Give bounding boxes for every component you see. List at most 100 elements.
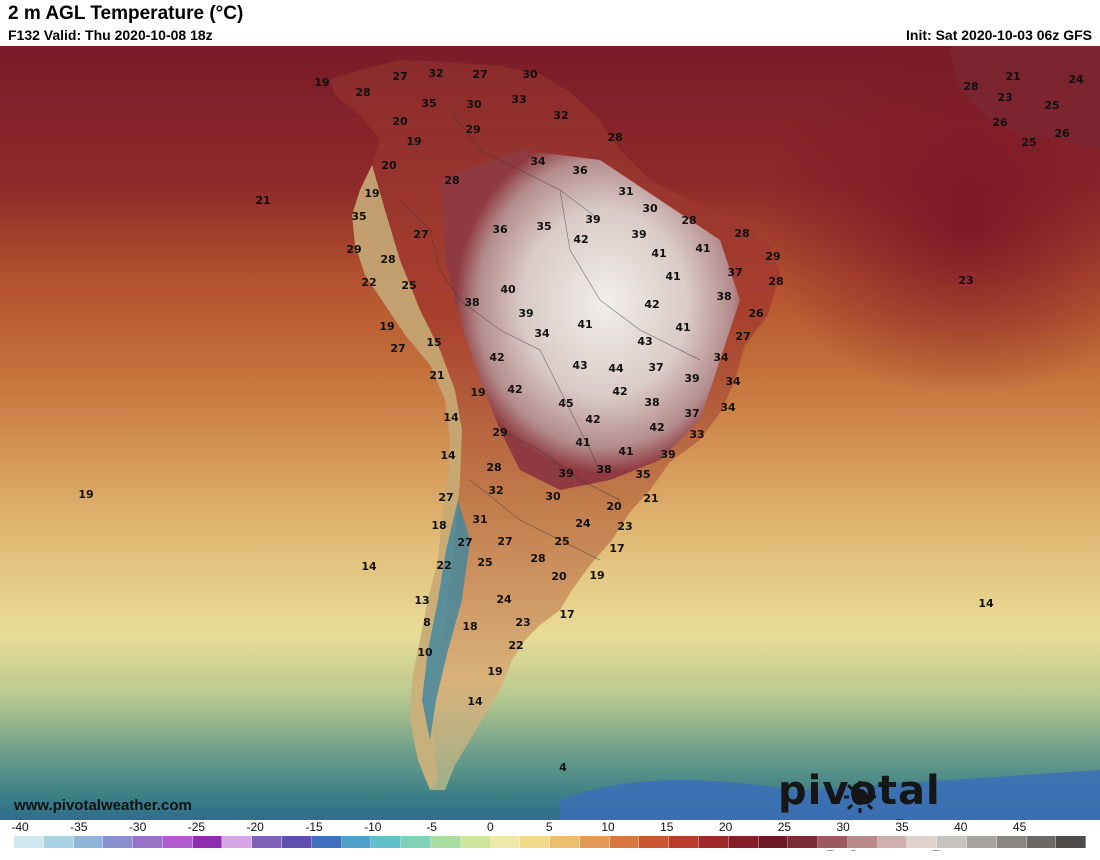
colorbar-swatch	[430, 836, 461, 848]
colorbar-swatch	[222, 836, 253, 848]
colorbar-tick-label: -35	[70, 820, 88, 834]
temperature-label: 23	[617, 520, 632, 533]
temperature-label: 25	[1044, 99, 1059, 112]
colorbar-swatch	[490, 836, 521, 848]
sun-logo-icon	[844, 781, 876, 813]
temperature-label: 25	[554, 535, 569, 548]
temperature-label: 28	[530, 552, 545, 565]
temperature-label: 30	[642, 202, 658, 215]
temperature-label: 37	[648, 361, 663, 374]
temperature-label: 24	[496, 593, 512, 606]
temperature-label: 18	[431, 519, 446, 532]
colorbar: -40 -35 -30 -25 -20 -15 -10 -5 0 5 10 15 20 25 30 35 40 4…	[0, 820, 1100, 850]
temperature-label: 28	[486, 461, 501, 474]
colorbar-swatch	[311, 836, 342, 848]
colorbar-swatch	[341, 836, 372, 848]
temperature-label: 39	[631, 228, 646, 241]
temperature-label: 34	[725, 375, 741, 388]
temperature-label: 30	[545, 490, 561, 503]
temperature-label: 33	[511, 93, 526, 106]
temperature-label: 27	[472, 68, 487, 81]
temperature-label: 38	[596, 463, 611, 476]
temperature-label: 25	[1021, 136, 1036, 149]
colorbar-swatch	[788, 836, 819, 848]
temperature-label: 31	[472, 513, 487, 526]
country-borders	[399, 109, 701, 561]
colorbar-swatch	[401, 836, 431, 848]
temperature-label: 27	[392, 70, 407, 83]
temperature-label: 10	[417, 646, 433, 659]
temperature-label: 44	[608, 362, 624, 375]
temperature-label: 41	[695, 242, 710, 255]
temperature-label: 21	[255, 194, 270, 207]
temperature-label: 38	[716, 290, 731, 303]
temperature-label: 41	[665, 270, 680, 283]
temperature-label: 34	[530, 155, 546, 168]
colorbar-swatch	[371, 836, 402, 848]
temperature-label: 26	[992, 116, 1008, 129]
colorbar-tick-label: -30	[128, 820, 147, 834]
temperature-label: 42	[507, 383, 522, 396]
temperature-label: 35	[351, 210, 366, 223]
hot-interior	[440, 150, 740, 490]
temperature-label: 18	[462, 620, 477, 633]
colorbar-swatch	[252, 836, 283, 848]
temperature-label: 25	[477, 556, 492, 569]
colorbar-swatch	[579, 836, 610, 848]
temperature-label: 14	[978, 597, 994, 610]
temperature-label: 35	[421, 97, 436, 110]
temperature-label: 8	[423, 616, 431, 629]
colorbar-tick-label: -25	[187, 820, 206, 834]
init-time: Init: Sat 2020-10-03 06z GFS	[906, 27, 1092, 43]
colorbar-tick-label: 15	[660, 820, 674, 834]
colorbar-tick-label: -10	[364, 820, 382, 834]
colorbar-swatch	[609, 836, 640, 848]
colorbar-tick-label: -20	[246, 820, 264, 834]
colorbar-tick-label: -40	[11, 820, 29, 834]
map-title: 2 m AGL Temperature (°C)	[8, 3, 244, 24]
temperature-label: 19	[78, 488, 93, 501]
temperature-label: 34	[720, 401, 736, 414]
temperature-label: 20	[392, 115, 408, 128]
colorbar-swatch	[907, 836, 938, 848]
temperature-label: 15	[426, 336, 441, 349]
temperature-label: 31	[618, 185, 633, 198]
colorbar-swatch	[847, 836, 878, 848]
temperature-label: 21	[643, 492, 658, 505]
colorbar-swatch	[43, 836, 74, 848]
temperature-label: 32	[553, 109, 568, 122]
temperature-label: 42	[644, 298, 659, 311]
temperature-label: 28	[734, 227, 749, 240]
temperature-label: 29	[346, 243, 361, 256]
temperature-label: 14	[467, 695, 483, 708]
colorbar-swatch	[639, 836, 670, 848]
temperature-label: 28	[355, 86, 370, 99]
colorbar-tick-label: 5	[545, 820, 553, 834]
chile-coast-cold	[422, 500, 470, 740]
temperature-label: 29	[765, 250, 780, 263]
temperature-label: 36	[572, 164, 588, 177]
colorbar-swatch	[937, 836, 967, 848]
temperature-map[interactable]: 19 27 32 27 30 28 35 30 33 32 20 29 19 28 20 34 36 28 31 19…	[0, 46, 1100, 820]
temperature-label: 42	[573, 233, 588, 246]
temperature-label: 28	[380, 253, 395, 266]
colorbar-tick-label: 20	[718, 820, 733, 834]
temperature-label: 25	[401, 279, 416, 292]
colorbar-swatch	[14, 836, 44, 848]
colorbar-swatch	[818, 836, 848, 848]
temperature-label: 27	[497, 535, 512, 548]
colorbar-tick-label: 45	[1012, 820, 1027, 834]
temperature-label: 39	[585, 213, 600, 226]
colorbar-swatch	[103, 836, 134, 848]
colorbar-swatch	[1056, 836, 1087, 848]
temperature-label: 17	[559, 608, 574, 621]
colorbar-swatch	[192, 836, 223, 848]
temperature-label: 24	[1068, 73, 1084, 86]
temperature-label: 29	[492, 426, 507, 439]
colorbar-swatch	[460, 836, 491, 848]
temperature-label: 36	[492, 223, 508, 236]
temperature-label: 41	[575, 436, 590, 449]
temperature-label: 14	[440, 449, 456, 462]
temperature-label: 21	[429, 369, 444, 382]
website-label[interactable]: www.pivotalweather.com	[14, 797, 192, 814]
